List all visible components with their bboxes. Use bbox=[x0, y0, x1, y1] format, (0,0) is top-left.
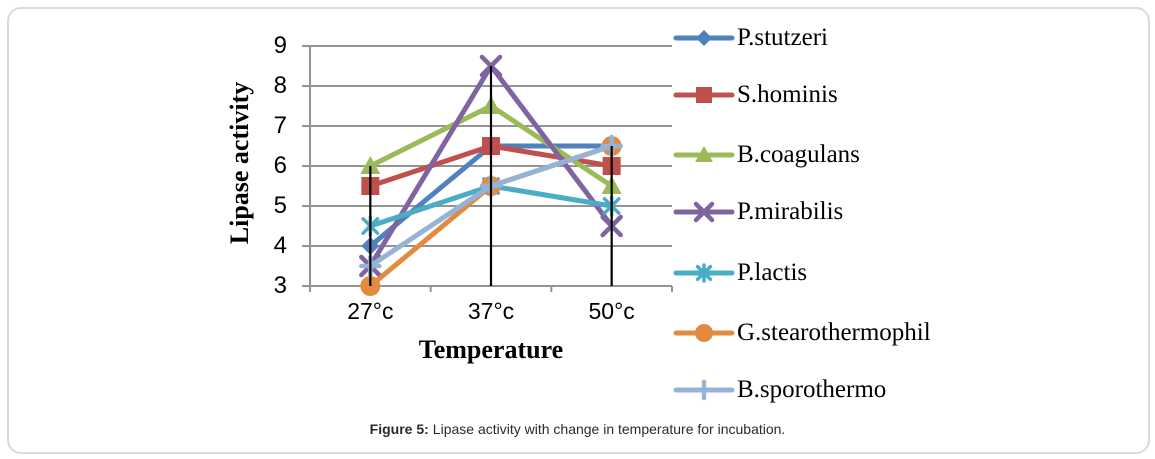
x-tick-label: 37°c bbox=[467, 298, 515, 324]
legend-marker-shape bbox=[696, 30, 712, 46]
legend-marker-shape bbox=[695, 263, 713, 283]
y-tick-label: 8 bbox=[273, 72, 287, 99]
legend-marker-asterisk-icon bbox=[673, 263, 735, 283]
legend-marker-square-icon bbox=[673, 87, 735, 103]
plot-area bbox=[302, 45, 673, 296]
legend-marker-circle-icon bbox=[673, 324, 735, 342]
legend-marker-shape bbox=[696, 87, 712, 103]
legend-label: B.sporothermo bbox=[737, 376, 887, 403]
legend-marker-plus-icon bbox=[673, 379, 735, 401]
legend-item-b-sporothermo: B.sporothermo bbox=[673, 370, 887, 410]
figure-caption-text: Lipase activity with change in temperatu… bbox=[432, 421, 786, 437]
data-point-marker bbox=[360, 156, 381, 174]
legend-label: S.hominis bbox=[737, 81, 838, 108]
legend-item-b-coagulans: B.coagulans bbox=[673, 135, 860, 175]
legend-item-g-stearothermophil: G.stearothermophil bbox=[673, 313, 931, 353]
y-tick-label: 5 bbox=[273, 192, 287, 219]
figure-caption-label: Figure 5: bbox=[369, 421, 429, 437]
legend-label: P.mirabilis bbox=[737, 198, 844, 225]
legend-item-p-stutzeri: P.stutzeri bbox=[673, 18, 828, 58]
figure-caption: Figure 5: Lipase activity with change in … bbox=[0, 421, 1155, 437]
y-axis-title: Lipase activity bbox=[225, 81, 254, 245]
legend-marker-diamond-icon bbox=[673, 30, 735, 46]
legend-marker-triangle-icon bbox=[673, 146, 735, 162]
legend-item-s-hominis: S.hominis bbox=[673, 75, 838, 115]
legend-marker-x-icon bbox=[673, 201, 735, 223]
legend-label: G.stearothermophil bbox=[737, 319, 931, 346]
y-tick-label: 7 bbox=[273, 112, 287, 139]
y-tick-label: 3 bbox=[273, 272, 287, 299]
y-tick-label: 6 bbox=[273, 152, 287, 179]
card-border bbox=[7, 7, 1150, 454]
legend-label: P.lactis bbox=[737, 259, 808, 286]
legend-item-p-lactis: P.lactis bbox=[673, 253, 808, 293]
x-tick-label: 50°c bbox=[588, 298, 635, 324]
y-tick-label: 4 bbox=[273, 232, 287, 259]
legend-label: P.stutzeri bbox=[737, 24, 828, 51]
legend-item-p-mirabilis: P.mirabilis bbox=[673, 192, 844, 232]
x-axis-title: Temperature bbox=[418, 335, 564, 364]
legend-marker-shape bbox=[693, 201, 715, 223]
legend-marker-shape bbox=[693, 379, 715, 401]
legend-marker-shape bbox=[695, 146, 713, 162]
y-tick-label: 9 bbox=[273, 32, 287, 59]
legend-label: B.coagulans bbox=[737, 141, 860, 168]
x-tick-label: 27°c bbox=[347, 298, 394, 324]
legend-marker-shape bbox=[695, 324, 713, 342]
chart-legend: P.stutzeri S.hominis B.coagulans P.mirabili… bbox=[673, 0, 974, 420]
